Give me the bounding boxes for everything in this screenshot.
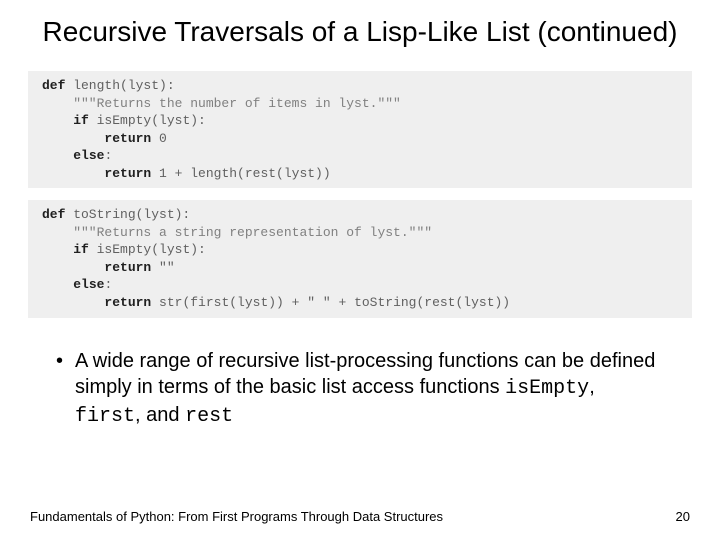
bullet-text-sep: , and: [135, 404, 185, 426]
code-indent: [42, 113, 73, 128]
slide-container: Recursive Traversals of a Lisp-Like List…: [0, 0, 720, 540]
code-line: return 0: [42, 130, 682, 148]
code-docstring: """Returns the number of items in lyst."…: [42, 95, 682, 113]
code-line: return str(first(lyst)) + " " + toString…: [42, 294, 682, 312]
code-line: else:: [42, 147, 682, 165]
inline-code: isEmpty: [505, 377, 589, 400]
bullet-text-sep: ,: [589, 376, 595, 398]
code-text: 0: [151, 131, 167, 146]
code-indent: [42, 260, 104, 275]
code-text: :: [104, 148, 112, 163]
code-block-length: def length(lyst): """Returns the number …: [28, 71, 692, 188]
code-line: else:: [42, 276, 682, 294]
bullet-marker: •: [56, 348, 63, 374]
keyword: else: [73, 148, 104, 163]
keyword: else: [73, 277, 104, 292]
footer-page-number: 20: [676, 509, 690, 524]
code-docstring: """Returns a string representation of ly…: [42, 224, 682, 242]
keyword: return: [104, 166, 151, 181]
bullet-item: • A wide range of recursive list-process…: [56, 348, 664, 430]
keyword: return: [104, 260, 151, 275]
code-indent: [42, 148, 73, 163]
bullet-text: A wide range of recursive list-processin…: [75, 348, 664, 430]
code-line: def length(lyst):: [42, 77, 682, 95]
code-text: toString(lyst):: [65, 207, 190, 222]
code-text: "": [151, 260, 174, 275]
code-line: if isEmpty(lyst):: [42, 112, 682, 130]
code-line: return 1 + length(rest(lyst)): [42, 165, 682, 183]
keyword: return: [104, 131, 151, 146]
code-indent: [42, 242, 73, 257]
code-line: return "": [42, 259, 682, 277]
code-line: def toString(lyst):: [42, 206, 682, 224]
code-text: :: [104, 277, 112, 292]
keyword: if: [73, 242, 89, 257]
inline-code: first: [75, 405, 135, 428]
keyword: def: [42, 207, 65, 222]
code-text: str(first(lyst)) + " " + toString(rest(l…: [151, 295, 510, 310]
slide-title: Recursive Traversals of a Lisp-Like List…: [0, 14, 720, 49]
code-text: isEmpty(lyst):: [89, 113, 206, 128]
code-indent: [42, 295, 104, 310]
keyword: return: [104, 295, 151, 310]
code-text: length(lyst):: [65, 78, 174, 93]
code-line: if isEmpty(lyst):: [42, 241, 682, 259]
inline-code: rest: [185, 405, 233, 428]
code-indent: [42, 131, 104, 146]
keyword: def: [42, 78, 65, 93]
code-text: 1 + length(rest(lyst)): [151, 166, 330, 181]
code-block-tostring: def toString(lyst): """Returns a string …: [28, 200, 692, 317]
keyword: if: [73, 113, 89, 128]
code-indent: [42, 166, 104, 181]
footer-left: Fundamentals of Python: From First Progr…: [30, 509, 443, 524]
bullet-section: • A wide range of recursive list-process…: [0, 330, 720, 430]
code-indent: [42, 277, 73, 292]
footer: Fundamentals of Python: From First Progr…: [30, 509, 690, 524]
code-text: isEmpty(lyst):: [89, 242, 206, 257]
